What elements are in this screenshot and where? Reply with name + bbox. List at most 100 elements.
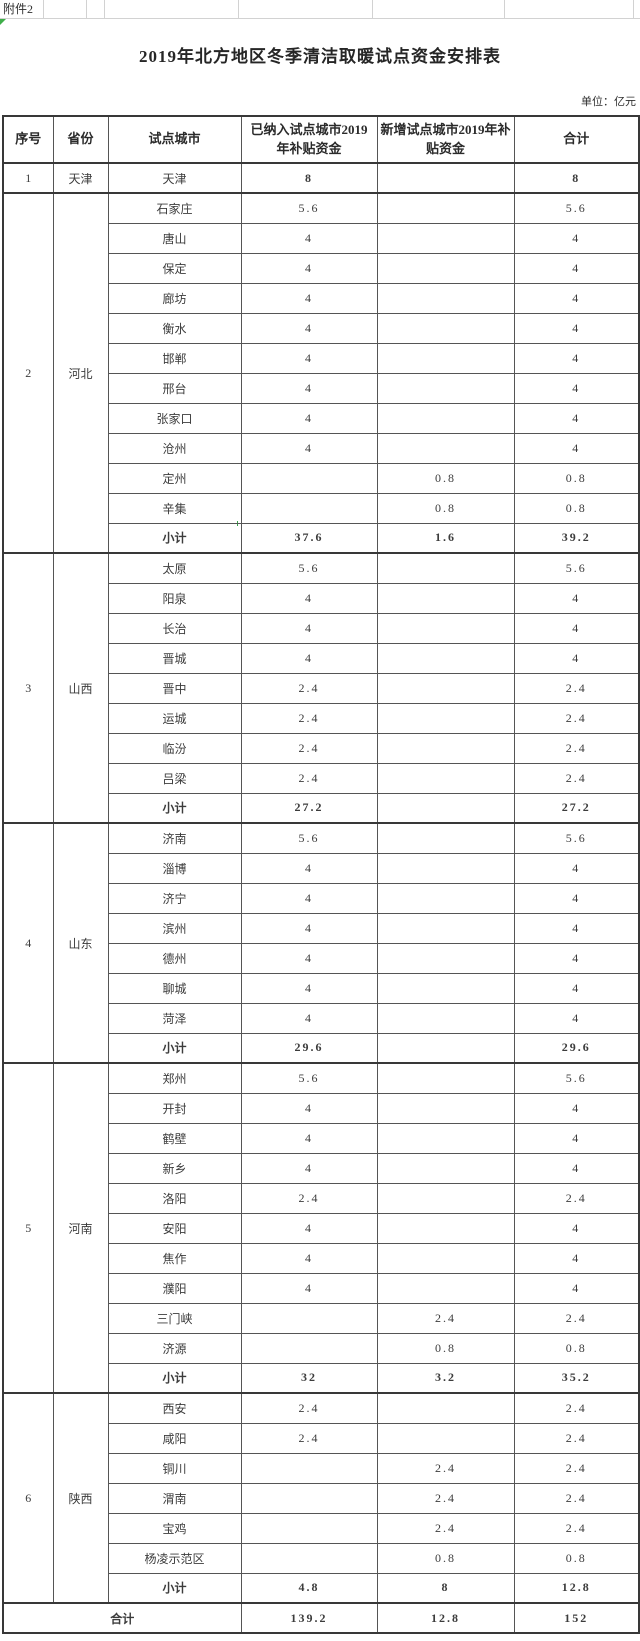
table-row: 阳泉 4 4 <box>3 582 640 614</box>
cell-value: 4 <box>240 882 378 914</box>
cell-value: 4 <box>513 612 640 644</box>
cell-city: 临汾 <box>107 732 242 764</box>
cell-value: 12.8 <box>513 1572 640 1604</box>
cell-value <box>376 1422 515 1454</box>
cell-value: 4 <box>240 852 378 884</box>
cell-value <box>376 912 515 944</box>
cell-value: 0.8 <box>513 1542 640 1574</box>
cell-city: 邢台 <box>107 372 242 404</box>
cell-value: 5.6 <box>513 552 640 584</box>
cell-value: 0.8 <box>513 1332 640 1364</box>
table-row: 唐山 4 4 <box>3 222 640 254</box>
cell-value <box>376 312 515 344</box>
column-header: 序号 <box>2 115 54 164</box>
table-row: 滨州 4 4 <box>3 912 640 944</box>
header-row: 序号 省份 试点城市 已纳入试点城市2019年补贴资金 新增试点城市2019年补贴资金合… <box>2 115 640 164</box>
cell-value <box>376 582 515 614</box>
cell-value <box>376 1242 515 1274</box>
cell-city: 邯郸 <box>107 342 242 374</box>
cell-province: 河南 <box>52 1062 109 1394</box>
cell-value <box>376 732 515 764</box>
cell-value <box>376 612 515 644</box>
cell-value: 2.4 <box>376 1302 515 1334</box>
table-body: 1 天津 天津 8 8 2 河北 石家庄 5.6 5.6 唐山 4 4 保定 4 4 廊坊 4 4 衡水 4 4 邯郸 4 4 邢… <box>2 162 640 1634</box>
gridline <box>633 0 634 18</box>
cell-value: 0.8 <box>513 462 640 494</box>
subtotal-row: 小计 32 3.2 35.2 <box>3 1362 640 1394</box>
cell-value: 4 <box>240 612 378 644</box>
unit-label: 单位：亿元 <box>581 96 636 108</box>
cell-value: 5.6 <box>240 192 378 224</box>
cell-value: 2.4 <box>240 672 378 704</box>
cell-province: 天津 <box>52 162 109 194</box>
table-row: 6 陕西 西安 2.4 2.4 <box>2 1392 640 1604</box>
table-row: 运城 2.4 2.4 <box>3 702 640 734</box>
cell-serial: 1 <box>2 162 54 194</box>
cell-serial: 3 <box>2 552 54 824</box>
cell-value <box>376 1032 515 1064</box>
table-row: 三门峡 2.4 2.4 <box>3 1302 640 1334</box>
cell-value <box>376 1062 515 1094</box>
cell-value: 4 <box>513 852 640 884</box>
column-header: 已纳入试点城市2019年补贴资金 <box>240 115 378 164</box>
cell-value: 4 <box>513 1242 640 1274</box>
cell-value <box>240 1452 378 1484</box>
gridline <box>104 0 105 18</box>
cell-city: 濮阳 <box>107 1272 242 1304</box>
cell-city: 运城 <box>107 702 242 734</box>
cell-value: 27.2 <box>240 792 378 824</box>
cell-value: 152 <box>513 1602 640 1634</box>
cell-serial: 4 <box>2 822 54 1064</box>
cell-value: 4 <box>240 642 378 674</box>
cell-value: 4 <box>513 1152 640 1184</box>
cell-value: 2.4 <box>376 1512 515 1544</box>
cell-value <box>376 432 515 464</box>
spreadsheet-gridline-strip <box>0 0 640 19</box>
cell-value <box>376 402 515 434</box>
gridline <box>86 0 87 18</box>
cell-value: 4 <box>240 282 378 314</box>
cell-value: 35.2 <box>513 1362 640 1394</box>
cell-city: 聊城 <box>107 972 242 1004</box>
cell-city: 西安 <box>107 1392 242 1424</box>
cell-value <box>376 282 515 314</box>
cell-value <box>376 372 515 404</box>
cell-value: 4 <box>513 342 640 374</box>
cell-value: 4 <box>240 972 378 1004</box>
table-row: 2 河北 石家庄 5.6 5.6 <box>2 192 640 554</box>
cell-value: 29.6 <box>513 1032 640 1064</box>
selection-marker-artifact <box>0 19 6 25</box>
cell-value: 4 <box>513 372 640 404</box>
cell-value: 5.6 <box>240 822 378 854</box>
cell-city: 洛阳 <box>107 1182 242 1214</box>
cell-value <box>240 492 378 524</box>
cell-value <box>376 1122 515 1154</box>
cell-value: 4 <box>240 1212 378 1244</box>
cell-city: 廊坊 <box>107 282 242 314</box>
cell-serial: 6 <box>2 1392 54 1604</box>
cell-value: 0.8 <box>376 492 515 524</box>
cell-value <box>376 342 515 374</box>
cell-value: 5.6 <box>240 1062 378 1094</box>
cell-value: 8 <box>240 162 378 194</box>
cell-city: 晋城 <box>107 642 242 674</box>
cell-value: 2.4 <box>240 762 378 794</box>
table-row: 邢台 4 4 <box>3 372 640 404</box>
cell-value: 39.2 <box>513 522 640 554</box>
cell-value: 2.4 <box>513 762 640 794</box>
cell-value: 4 <box>240 222 378 254</box>
table-row: 晋中 2.4 2.4 <box>3 672 640 704</box>
cell-subtotal-label: 小计 <box>107 522 242 554</box>
cell-province: 山西 <box>52 552 109 824</box>
cell-value: 2.4 <box>513 1482 640 1514</box>
table-row: 淄博 4 4 <box>3 852 640 884</box>
gridline <box>504 0 505 18</box>
cell-value: 4 <box>513 942 640 974</box>
cell-value: 4 <box>240 402 378 434</box>
cell-value: 4 <box>240 1092 378 1124</box>
cell-value: 0.8 <box>376 1542 515 1574</box>
cell-value: 4 <box>240 912 378 944</box>
cell-province: 陕西 <box>52 1392 109 1604</box>
cell-value <box>376 642 515 674</box>
cell-value: 4 <box>513 582 640 614</box>
